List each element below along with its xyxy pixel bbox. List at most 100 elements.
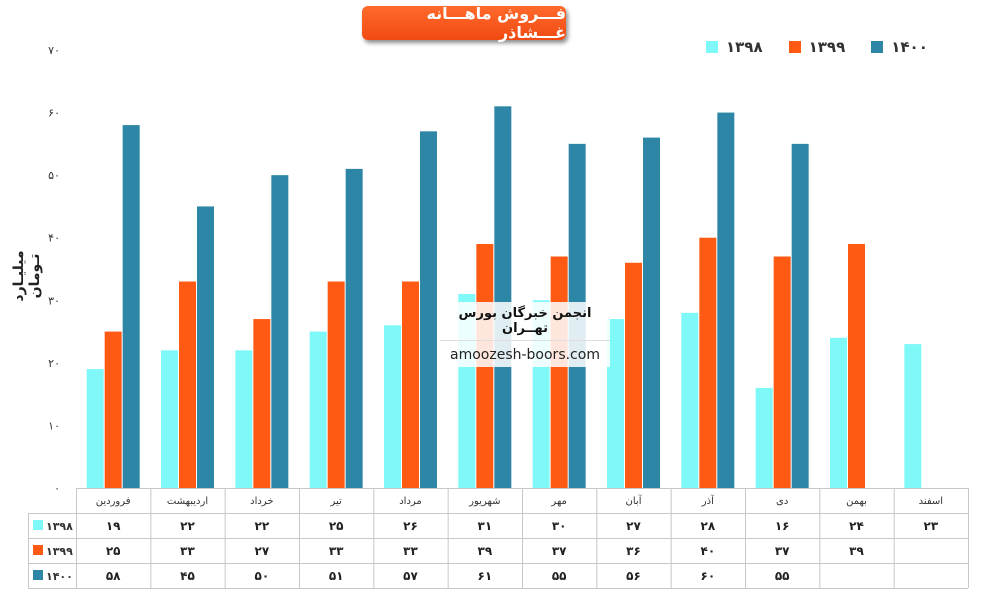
legend-item-1399: ۱۳۹۹ xyxy=(788,38,846,56)
watermark-title: انجمن خبرگان بورس تهــران xyxy=(458,306,592,336)
data-label: ۲۶ xyxy=(403,519,418,533)
data-label: ۳۳ xyxy=(180,544,195,558)
category-label: مرداد xyxy=(399,496,422,507)
legend-swatch-1400 xyxy=(871,41,884,53)
category-label: اسفند xyxy=(919,496,943,507)
data-label: ۲۷ xyxy=(255,544,270,558)
bar xyxy=(699,237,717,488)
data-label: ۵۰ xyxy=(255,569,270,583)
bar xyxy=(384,325,401,488)
bar xyxy=(717,112,735,489)
data-label: ۵۸ xyxy=(106,569,121,583)
category-label: اردیبهشت xyxy=(167,496,208,507)
bar xyxy=(904,344,922,488)
data-label: ۳۳ xyxy=(403,544,418,558)
data-label: ۳۳ xyxy=(329,544,344,558)
bar xyxy=(122,125,140,488)
y-tick-label: ۵۰ xyxy=(48,169,60,182)
bar xyxy=(104,331,122,488)
data-label: ۲۸ xyxy=(701,519,716,533)
category-label: خرداد xyxy=(250,496,273,507)
data-label: ۵۱ xyxy=(329,569,344,583)
category-label: فروردین xyxy=(96,496,131,507)
data-label: ۳۶ xyxy=(626,544,641,558)
data-label: ۱۹ xyxy=(106,519,121,533)
legend-swatch-1398 xyxy=(706,41,718,53)
data-label: ۵۶ xyxy=(626,569,641,583)
category-label: آبان xyxy=(626,494,643,507)
data-label: ۲۷ xyxy=(626,519,641,533)
y-tick-label: ۶۰ xyxy=(48,107,60,120)
bar xyxy=(755,387,773,488)
bar xyxy=(607,319,624,488)
bar xyxy=(773,256,791,488)
chart-title: فـــروش ماهـــانه غـــشاذر xyxy=(362,4,566,42)
data-label: ۳۷ xyxy=(552,544,567,558)
y-tick-label: ۰ xyxy=(54,482,60,495)
legend-swatch-1399 xyxy=(788,41,801,53)
data-label: ۶۰ xyxy=(701,569,716,583)
legend-item-1400: ۱۴۰۰ xyxy=(871,38,928,56)
category-label: دی xyxy=(776,496,788,507)
legend-item-1398: ۱۳۹۸ xyxy=(706,38,763,56)
y-tick-label: ۳۰ xyxy=(48,294,60,307)
table-legend-swatch xyxy=(33,545,43,555)
category-label: مهر xyxy=(550,496,566,507)
bar xyxy=(327,281,345,488)
bar xyxy=(420,131,437,489)
bar xyxy=(309,331,327,488)
bar xyxy=(830,337,847,488)
category-label: شهریور xyxy=(468,496,500,507)
bar xyxy=(345,168,363,488)
table-series-name: ۱۴۰۰ xyxy=(46,570,73,583)
data-label: ۴۵ xyxy=(180,569,195,583)
bar xyxy=(550,256,568,488)
data-label: ۶۱ xyxy=(478,569,493,583)
y-axis-label: میلیـارد تـومان xyxy=(11,250,43,302)
legend-label-1398: ۱۳۹۸ xyxy=(726,38,763,56)
y-tick-label: ۲۰ xyxy=(48,357,60,370)
bar xyxy=(643,137,660,488)
y-tick-label: ۱۰ xyxy=(48,419,60,432)
data-label: ۲۲ xyxy=(180,519,195,533)
legend-label-1400: ۱۴۰۰ xyxy=(891,38,928,56)
legend-label-1399: ۱۳۹۹ xyxy=(808,38,846,56)
data-label: ۲۵ xyxy=(106,544,121,558)
data-label: ۲۲ xyxy=(255,519,270,533)
watermark: انجمن خبرگان بورس تهــران amoozesh-boors… xyxy=(440,302,610,367)
y-tick-label: ۴۰ xyxy=(48,232,60,245)
bar xyxy=(179,281,196,488)
data-label: ۳۰ xyxy=(552,519,567,533)
bar xyxy=(681,312,699,488)
data-label: ۳۷ xyxy=(775,544,790,558)
table-legend-swatch xyxy=(33,520,43,530)
data-label: ۲۳ xyxy=(924,519,939,533)
data-label: ۵۷ xyxy=(403,569,418,583)
bar xyxy=(161,350,178,488)
bar xyxy=(86,369,104,488)
data-label: ۳۱ xyxy=(478,519,493,533)
table-legend-swatch xyxy=(33,570,43,580)
bar xyxy=(235,350,253,488)
bar xyxy=(197,206,214,488)
watermark-url: amoozesh-boors.com xyxy=(440,340,610,367)
bar xyxy=(402,281,419,488)
bar xyxy=(848,243,865,488)
bar xyxy=(625,262,642,488)
data-label: ۲۴ xyxy=(849,519,864,533)
category-label: تیر xyxy=(330,496,343,507)
data-label: ۳۹ xyxy=(478,544,493,558)
data-label: ۳۹ xyxy=(849,544,864,558)
bar xyxy=(494,106,512,489)
y-tick-label: ۷۰ xyxy=(48,44,60,57)
bar xyxy=(791,143,809,488)
bar xyxy=(271,175,289,488)
category-label: آذر xyxy=(701,494,715,507)
data-label: ۵۵ xyxy=(775,569,790,583)
table-series-name: ۱۳۹۹ xyxy=(46,545,73,558)
data-label: ۴۰ xyxy=(701,544,716,558)
bar xyxy=(253,319,271,488)
legend: ۱۳۹۸ ۱۳۹۹ ۱۴۰۰ xyxy=(706,38,928,56)
data-label: ۱۶ xyxy=(775,519,790,533)
